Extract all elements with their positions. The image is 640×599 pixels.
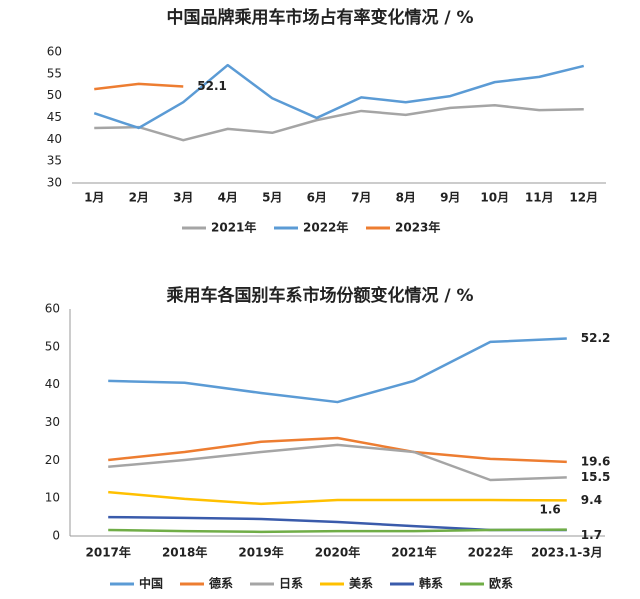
legend-label: 韩系	[419, 576, 443, 591]
y-tick-label: 30	[47, 176, 62, 190]
legend-label: 欧系	[489, 576, 513, 591]
x-tick-label: 9月	[440, 191, 460, 205]
data-label: 9.4	[581, 493, 602, 507]
series-line	[94, 82, 184, 91]
y-tick-label: 50	[47, 88, 62, 102]
data-label: 1.6	[540, 502, 561, 516]
x-tick-label: 2018年	[162, 545, 207, 560]
x-tick-label: 10月	[480, 191, 509, 205]
series-line	[93, 63, 585, 130]
series-line	[108, 515, 567, 532]
x-tick-label: 2022年	[468, 545, 513, 560]
x-tick-label: 2月	[129, 191, 149, 205]
y-tick-label: 60	[45, 302, 60, 316]
x-tick-label: 1月	[84, 191, 104, 205]
chart-title: 乘用车各国别车系市场份额变化情况 / %	[165, 285, 473, 306]
x-tick-label: 7月	[351, 191, 371, 205]
x-tick-label: 3月	[173, 191, 193, 205]
y-tick-label: 10	[45, 491, 60, 505]
chart-title: 中国品牌乘用车市场占有率变化情况 / %	[166, 7, 473, 28]
series-line	[108, 436, 567, 464]
legend-label: 日系	[279, 576, 303, 591]
legend-label: 2021年	[211, 220, 256, 235]
x-tick-label: 11月	[525, 191, 554, 205]
series-line	[94, 104, 584, 142]
data-label: 52.1	[197, 79, 227, 93]
y-tick-label: 0	[52, 529, 60, 543]
series-line	[108, 443, 567, 482]
y-tick-label: 50	[45, 339, 60, 353]
x-tick-label: 12月	[569, 191, 598, 205]
y-tick-label: 35	[47, 154, 62, 168]
y-tick-label: 40	[45, 377, 60, 391]
x-tick-label: 5月	[262, 191, 282, 205]
data-label: 15.5	[581, 470, 611, 484]
x-tick-label: 2020年	[315, 545, 360, 560]
legend-label: 中国	[139, 576, 163, 591]
legend-label: 2022年	[303, 220, 348, 235]
x-tick-label: 2017年	[86, 545, 131, 560]
y-tick-label: 45	[47, 110, 62, 124]
series-line	[108, 337, 567, 404]
x-tick-label: 4月	[218, 191, 238, 205]
x-tick-label: 2023.1-3月	[531, 546, 603, 560]
x-tick-label: 6月	[307, 191, 327, 205]
data-label: 52.2	[581, 331, 611, 345]
series-line	[108, 528, 567, 534]
legend-label: 德系	[209, 576, 233, 591]
y-tick-label: 40	[47, 132, 62, 146]
x-tick-label: 2019年	[238, 545, 283, 560]
x-tick-label: 2021年	[391, 545, 436, 560]
data-label: 1.7	[581, 528, 602, 542]
y-tick-label: 30	[45, 415, 60, 429]
data-label: 19.6	[581, 454, 611, 468]
x-tick-label: 8月	[396, 191, 416, 205]
series-line	[108, 490, 567, 506]
legend-label: 2023年	[395, 220, 440, 235]
y-tick-label: 20	[45, 453, 60, 467]
y-tick-label: 55	[47, 66, 62, 80]
legend-label: 美系	[349, 576, 373, 591]
y-tick-label: 60	[47, 45, 62, 59]
